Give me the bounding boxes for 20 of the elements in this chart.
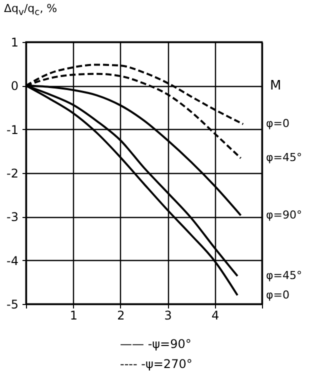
x-tick-label: 3 bbox=[164, 308, 172, 322]
text: —— -ψ=90° bbox=[120, 336, 192, 353]
text: φ=90° bbox=[266, 208, 302, 222]
y-tick-label: -1 bbox=[6, 122, 18, 137]
y-axis-title: Δq$_{v}$/q$_{c}$, % bbox=[4, 2, 58, 18]
y-tick-label: 0 bbox=[10, 79, 18, 94]
x-tick-label: 1 bbox=[70, 308, 78, 322]
text: φ=0 bbox=[266, 117, 290, 130]
text: ---- -ψ=270° bbox=[120, 356, 192, 373]
y-tick-label: -3 bbox=[6, 210, 18, 224]
y-tick-label: -2 bbox=[6, 166, 18, 180]
x-axis-title: M bbox=[270, 78, 282, 94]
text: φ=45° bbox=[266, 151, 302, 164]
y-tick-label: -4 bbox=[6, 254, 18, 268]
y-tick-label: 1 bbox=[10, 36, 18, 50]
y-tick-label: -5 bbox=[6, 298, 18, 312]
text: φ=0 bbox=[266, 288, 290, 302]
x-tick-label: 4 bbox=[211, 308, 220, 322]
text: φ=45° bbox=[266, 269, 302, 282]
x-tick-label: 2 bbox=[117, 308, 125, 322]
